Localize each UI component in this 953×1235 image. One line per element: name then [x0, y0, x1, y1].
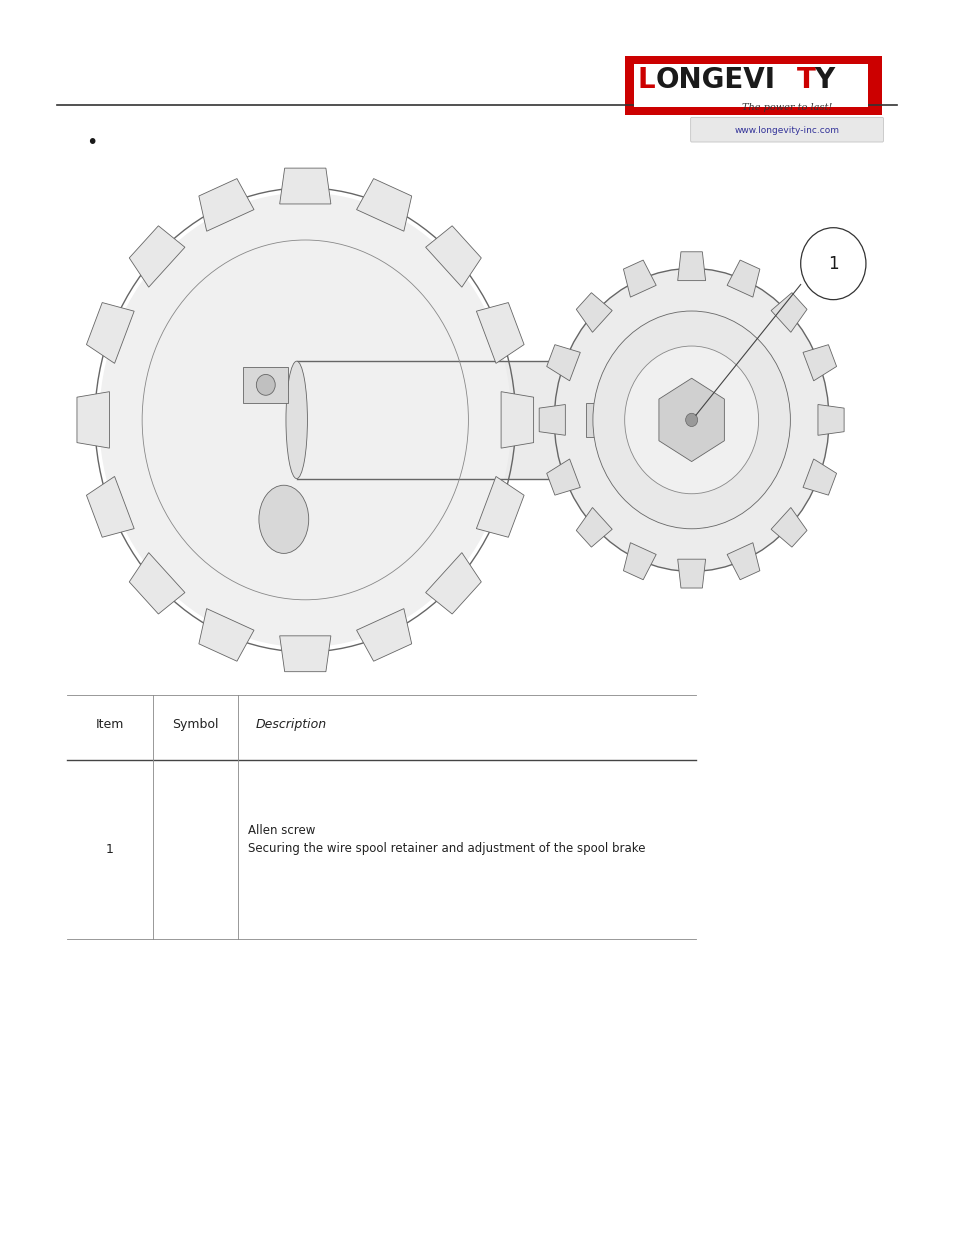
Bar: [296, 361, 648, 479]
Polygon shape: [770, 293, 806, 332]
Text: Allen screw
Securing the wire spool retainer and adjustment of the spool brake: Allen screw Securing the wire spool reta…: [248, 824, 645, 856]
Polygon shape: [198, 609, 253, 661]
Ellipse shape: [286, 361, 307, 479]
Text: Item: Item: [95, 718, 124, 731]
Polygon shape: [726, 542, 760, 579]
Text: 1: 1: [827, 254, 838, 273]
Text: ONGEVI: ONGEVI: [655, 67, 775, 94]
Text: 1: 1: [106, 844, 113, 856]
Polygon shape: [677, 559, 705, 588]
Polygon shape: [129, 226, 185, 288]
Polygon shape: [425, 552, 481, 614]
FancyBboxPatch shape: [690, 117, 882, 142]
Circle shape: [593, 311, 790, 529]
Polygon shape: [87, 477, 134, 537]
Bar: [585, 403, 610, 437]
Polygon shape: [546, 459, 579, 495]
Polygon shape: [129, 552, 185, 614]
Polygon shape: [356, 179, 412, 231]
Polygon shape: [802, 345, 836, 380]
Polygon shape: [476, 477, 523, 537]
Text: The power to last!: The power to last!: [741, 103, 831, 112]
Polygon shape: [726, 261, 760, 298]
Text: L: L: [637, 67, 654, 94]
FancyBboxPatch shape: [624, 56, 882, 115]
Polygon shape: [356, 609, 412, 661]
Bar: [598, 403, 622, 437]
Circle shape: [624, 346, 758, 494]
Polygon shape: [817, 405, 843, 435]
Bar: [679, 312, 703, 347]
Bar: [679, 493, 703, 527]
Circle shape: [685, 414, 697, 426]
Polygon shape: [622, 261, 656, 298]
Polygon shape: [87, 303, 134, 363]
Polygon shape: [198, 179, 253, 231]
Polygon shape: [576, 293, 612, 332]
Ellipse shape: [258, 485, 309, 553]
Polygon shape: [425, 226, 481, 288]
Circle shape: [99, 193, 511, 647]
Text: Y: Y: [813, 67, 833, 94]
Text: Symbol: Symbol: [172, 718, 218, 731]
FancyBboxPatch shape: [634, 64, 867, 107]
Polygon shape: [622, 542, 656, 579]
Polygon shape: [476, 303, 523, 363]
Circle shape: [554, 268, 828, 572]
Text: •: •: [86, 132, 97, 152]
Polygon shape: [538, 405, 565, 435]
Polygon shape: [802, 459, 836, 495]
Text: Description: Description: [255, 718, 326, 731]
Polygon shape: [677, 252, 705, 280]
Circle shape: [800, 227, 865, 300]
Polygon shape: [546, 345, 579, 380]
Polygon shape: [279, 168, 331, 204]
Polygon shape: [576, 508, 612, 547]
Polygon shape: [77, 391, 110, 448]
Polygon shape: [279, 636, 331, 672]
Text: www.longevity-inc.com: www.longevity-inc.com: [734, 126, 839, 136]
Circle shape: [256, 374, 274, 395]
Text: T: T: [796, 67, 815, 94]
Polygon shape: [770, 508, 806, 547]
Polygon shape: [659, 378, 723, 462]
Bar: [243, 367, 288, 403]
Polygon shape: [500, 391, 533, 448]
